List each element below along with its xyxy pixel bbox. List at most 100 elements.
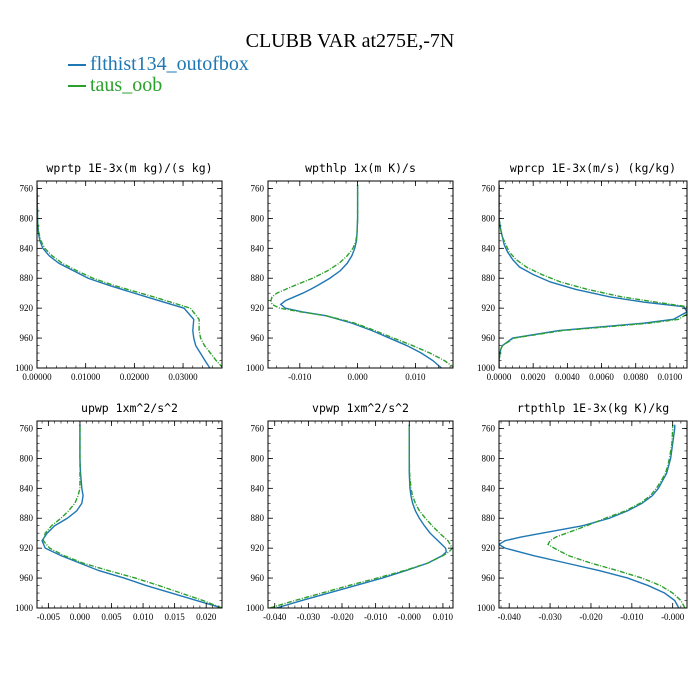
page-title: CLUBB VAR at275E,-7N: [245, 30, 455, 52]
plot-frame-vpwp: [267, 420, 454, 609]
series-line-taus-oob-wpthlp: [270, 184, 453, 368]
legend-item-series2: taus_oob: [68, 74, 162, 96]
y-tick-label: 760: [482, 423, 496, 433]
series-line-flthist134-outofbox-wprtp: [37, 184, 211, 368]
panel-vpwp: vpwp 1xm^2/s^27608008408809209601000-0.0…: [246, 401, 454, 622]
x-tick-label: 0.00000: [22, 372, 52, 382]
y-tick-label: 920: [251, 543, 265, 553]
y-tick-label: 880: [482, 513, 496, 523]
y-tick-label: 840: [20, 243, 34, 253]
y-tick-label: 800: [20, 213, 34, 223]
x-tick-label: 0.0020: [521, 372, 546, 382]
series-line-taus-oob-upwp: [42, 424, 222, 608]
x-tick-label: 0.010: [405, 372, 426, 382]
series-line-taus-oob-rtpthlp: [547, 424, 686, 608]
x-tick-label: 0.02000: [120, 372, 150, 382]
x-tick-label: -0.010: [620, 612, 644, 622]
y-tick-label: 920: [251, 303, 265, 313]
y-tick-label: 960: [20, 333, 34, 343]
y-tick-label: 960: [20, 573, 34, 583]
y-tick-label: 840: [482, 483, 496, 493]
y-tick-label: 840: [20, 483, 34, 493]
series-line-taus-oob-vpwp: [269, 424, 453, 608]
y-tick-label: 880: [251, 513, 265, 523]
x-tick-label: -0.040: [498, 612, 522, 622]
x-tick-label: 0.0060: [589, 372, 614, 382]
y-tick-label: 880: [251, 273, 265, 283]
panel-wpthlp: wpthlp 1x(m K)/s 760 800 840 880 920 960 1000 -0…: [246, 161, 454, 382]
plot-frame-wprtp: [36, 180, 223, 369]
y-tick-label: 760: [20, 423, 34, 433]
y-tick-label: 760: [251, 423, 265, 433]
x-tick-label: 0.010: [433, 612, 454, 622]
x-tick-label: 0.03000: [168, 372, 198, 382]
x-tick-label: 0.0040: [555, 372, 580, 382]
x-tick-label: -0.010: [288, 372, 312, 382]
y-tick-label: 800: [482, 453, 496, 463]
y-tick-label: 880: [482, 273, 496, 283]
y-tick-label: 840: [251, 483, 265, 493]
x-tick-label: 0.000: [70, 612, 91, 622]
y-tick-label: 1000: [246, 363, 265, 373]
x-tick-label: 0.000: [347, 372, 368, 382]
y-tick-label: 1000: [477, 363, 496, 373]
panel-upwp: upwp 1xm^2/s^2 760 800 840 880 920 960 1000-0.0…: [15, 401, 223, 622]
plot-frame-wpthlp: [267, 180, 454, 369]
series-line-taus-oob-wprcp: [499, 184, 687, 368]
x-tick-label: -0.000: [661, 612, 685, 622]
y-tick-label: 800: [482, 213, 496, 223]
y-tick-label: 760: [482, 183, 496, 193]
x-tick-label: 0.020: [196, 612, 217, 622]
legend-label-series2: taus_oob: [90, 74, 163, 96]
x-tick-label: -0.040: [263, 612, 287, 622]
panel-title-vpwp: vpwp 1xm^2/s^2: [312, 401, 409, 415]
legend-swatch-series2: [68, 85, 86, 88]
y-tick-label: 1000: [246, 603, 265, 613]
panel-wprtp: wprtp 1E-3x(m kg)/(s kg) 760 800 840 880 920 9…: [15, 161, 223, 382]
y-tick-label: 1000: [15, 603, 34, 613]
series-line-flthist134-outofbox-vpwp: [276, 424, 448, 608]
panel-title-wprcp: wprcp 1E-3x(m/s) (kg/kg): [510, 161, 676, 175]
x-tick-label: -0.020: [579, 612, 603, 622]
y-tick-label: 880: [20, 273, 34, 283]
y-tick-label: 880: [20, 513, 34, 523]
x-tick-label: 0.010: [133, 612, 154, 622]
y-tick-label: 960: [482, 573, 496, 583]
y-tick-label: 920: [482, 543, 496, 553]
y-tick-label: 960: [251, 333, 265, 343]
y-tick-label: 760: [20, 183, 34, 193]
y-tick-label: 800: [20, 453, 34, 463]
y-tick-label: 920: [482, 303, 496, 313]
plot-frame-rtpthlp: [498, 420, 688, 609]
y-tick-label: 800: [251, 213, 265, 223]
x-tick-label: -0.005: [37, 612, 61, 622]
series-line-flthist134-outofbox-wprcp: [499, 184, 687, 368]
x-tick-label: -0.030: [538, 612, 562, 622]
panel-rtpthlp: rtpthlp 1E-3x(kg K)/kg 760 800 840 880 920 960…: [477, 401, 688, 622]
x-tick-label: 0.0100: [658, 372, 683, 382]
x-tick-label: -0.000: [398, 612, 422, 622]
plot-frame-upwp: [36, 420, 223, 609]
x-tick-label: 0.0000: [487, 372, 512, 382]
x-tick-label: 0.015: [165, 612, 186, 622]
panel-title-upwp: upwp 1xm^2/s^2: [81, 401, 178, 415]
y-tick-label: 920: [20, 543, 34, 553]
x-tick-label: 0.005: [101, 612, 122, 622]
legend-item-series1: flthist134_outofbox: [68, 53, 249, 75]
y-tick-label: 960: [482, 333, 496, 343]
y-tick-label: 840: [482, 243, 496, 253]
y-tick-label: 760: [251, 183, 265, 193]
panel-title-wprtp: wprtp 1E-3x(m kg)/(s kg): [46, 161, 212, 175]
y-tick-label: 1000: [477, 603, 496, 613]
x-tick-label: -0.010: [364, 612, 388, 622]
plot-frame-wprcp: [498, 180, 688, 369]
y-tick-label: 1000: [15, 363, 34, 373]
panel-title-wpthlp: wpthlp 1x(m K)/s: [305, 161, 416, 175]
x-tick-label: 0.0080: [623, 372, 648, 382]
panel-title-rtpthlp: rtpthlp 1E-3x(kg K)/kg: [517, 401, 669, 415]
y-tick-label: 920: [20, 303, 34, 313]
y-tick-label: 960: [251, 573, 265, 583]
y-tick-label: 800: [251, 453, 265, 463]
y-tick-label: 840: [251, 243, 265, 253]
